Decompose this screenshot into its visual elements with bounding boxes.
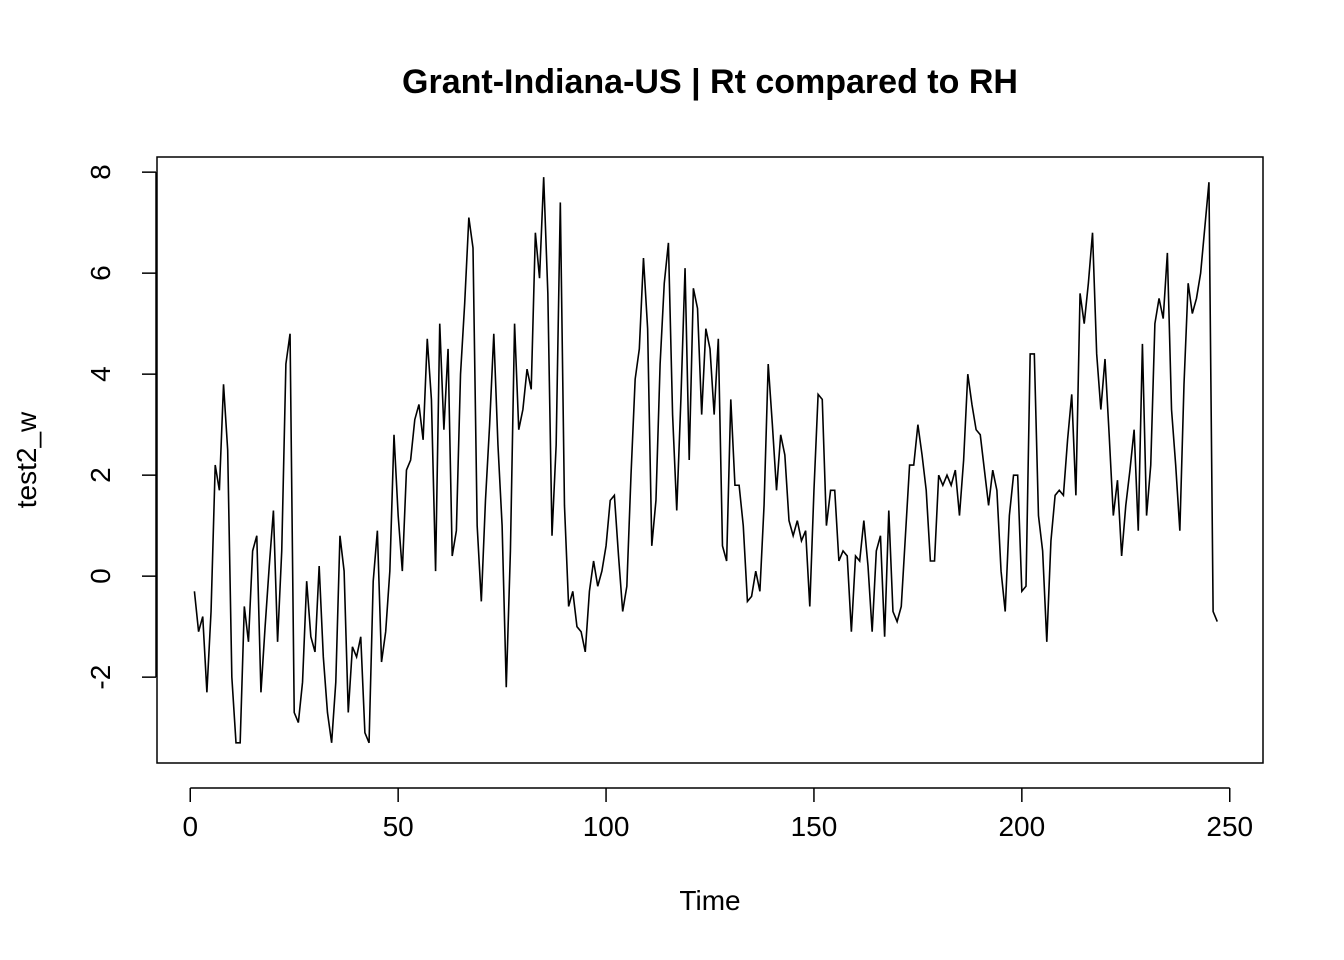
x-tick-label: 50 [383,811,414,842]
y-tick-label: -2 [85,665,116,690]
y-tick-label: 6 [85,265,116,281]
y-axis-label: test2_w [11,411,42,508]
x-tick-label: 100 [583,811,630,842]
x-tick-label: 200 [998,811,1045,842]
y-tick-label: 0 [85,568,116,584]
plot-frame [156,156,1264,764]
x-tick-label: 250 [1206,811,1253,842]
y-tick-label: 4 [85,366,116,382]
x-axis-label: Time [679,885,740,916]
series-line [193,177,1218,744]
y-tick-label: 8 [85,164,116,180]
chart-title: Grant-Indiana-US | Rt compared to RH [402,63,1018,101]
series-layer [193,177,1218,744]
x-tick-label: 150 [791,811,838,842]
y-tick-label: 2 [85,467,116,483]
x-tick-label: 0 [182,811,198,842]
y-axis: -2 0 2 4 6 8 [85,164,157,690]
x-axis: 0 50 100 150 200 250 [182,787,1253,842]
